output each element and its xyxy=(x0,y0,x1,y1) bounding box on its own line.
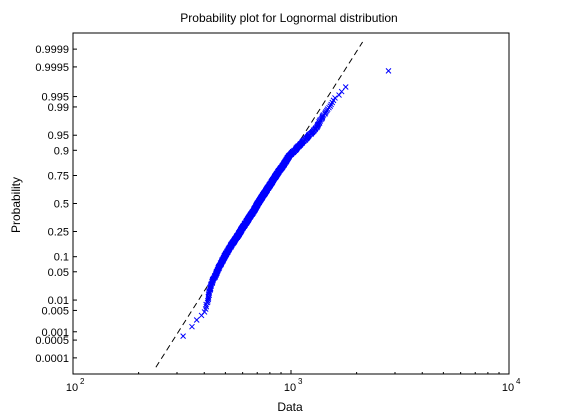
y-tick-label: 0.5 xyxy=(54,199,69,211)
data-point xyxy=(342,84,349,90)
data-point xyxy=(203,303,210,310)
y-tick-label: 0.9999 xyxy=(35,44,69,56)
y-tick-label: 0.9995 xyxy=(35,62,69,74)
data-point xyxy=(338,88,345,95)
y-tick-label: 0.05 xyxy=(48,267,69,279)
x-tick-label: 102 xyxy=(66,377,85,394)
data-point xyxy=(193,317,200,323)
y-tick-label: 0.1 xyxy=(54,252,69,264)
x-tick-label-base: 10 xyxy=(66,382,78,394)
x-tick-label-exponent: 4 xyxy=(516,377,521,386)
x-tick-label-exponent: 2 xyxy=(80,377,85,386)
x-tick-label: 104 xyxy=(502,377,521,394)
y-tick-label: 0.95 xyxy=(48,130,69,142)
x-tick-label-base: 10 xyxy=(502,382,514,394)
y-tick-label: 0.01 xyxy=(48,295,69,307)
y-tick-label: 0.99 xyxy=(48,102,69,114)
y-tick-label: 0.9 xyxy=(54,145,69,157)
data-point xyxy=(332,95,338,101)
y-axis-label: Probability xyxy=(9,177,23,233)
y-tick-label: 0.0005 xyxy=(35,335,69,347)
axes-frame xyxy=(72,32,510,375)
data-points xyxy=(180,68,392,339)
y-tick-label: 0.0001 xyxy=(35,353,69,365)
data-point xyxy=(180,333,186,339)
data-point xyxy=(385,68,392,74)
x-tick-label: 103 xyxy=(284,377,303,394)
y-tick-label: 0.75 xyxy=(48,171,69,183)
x-axis-label: Data xyxy=(277,400,303,414)
y-tick-label: 0.25 xyxy=(48,226,69,238)
x-tick-label-base: 10 xyxy=(284,382,296,394)
y-tick-label: 0.001 xyxy=(41,327,69,339)
y-tick-label: 0.995 xyxy=(41,92,69,104)
data-point xyxy=(327,103,334,109)
data-point xyxy=(336,92,342,98)
x-tick-label-exponent: 3 xyxy=(298,377,303,386)
data-point xyxy=(189,323,195,330)
data-point xyxy=(201,309,208,315)
chart-title: Probability plot for Lognormal distribut… xyxy=(180,11,397,25)
y-tick-label: 0.005 xyxy=(41,305,69,317)
